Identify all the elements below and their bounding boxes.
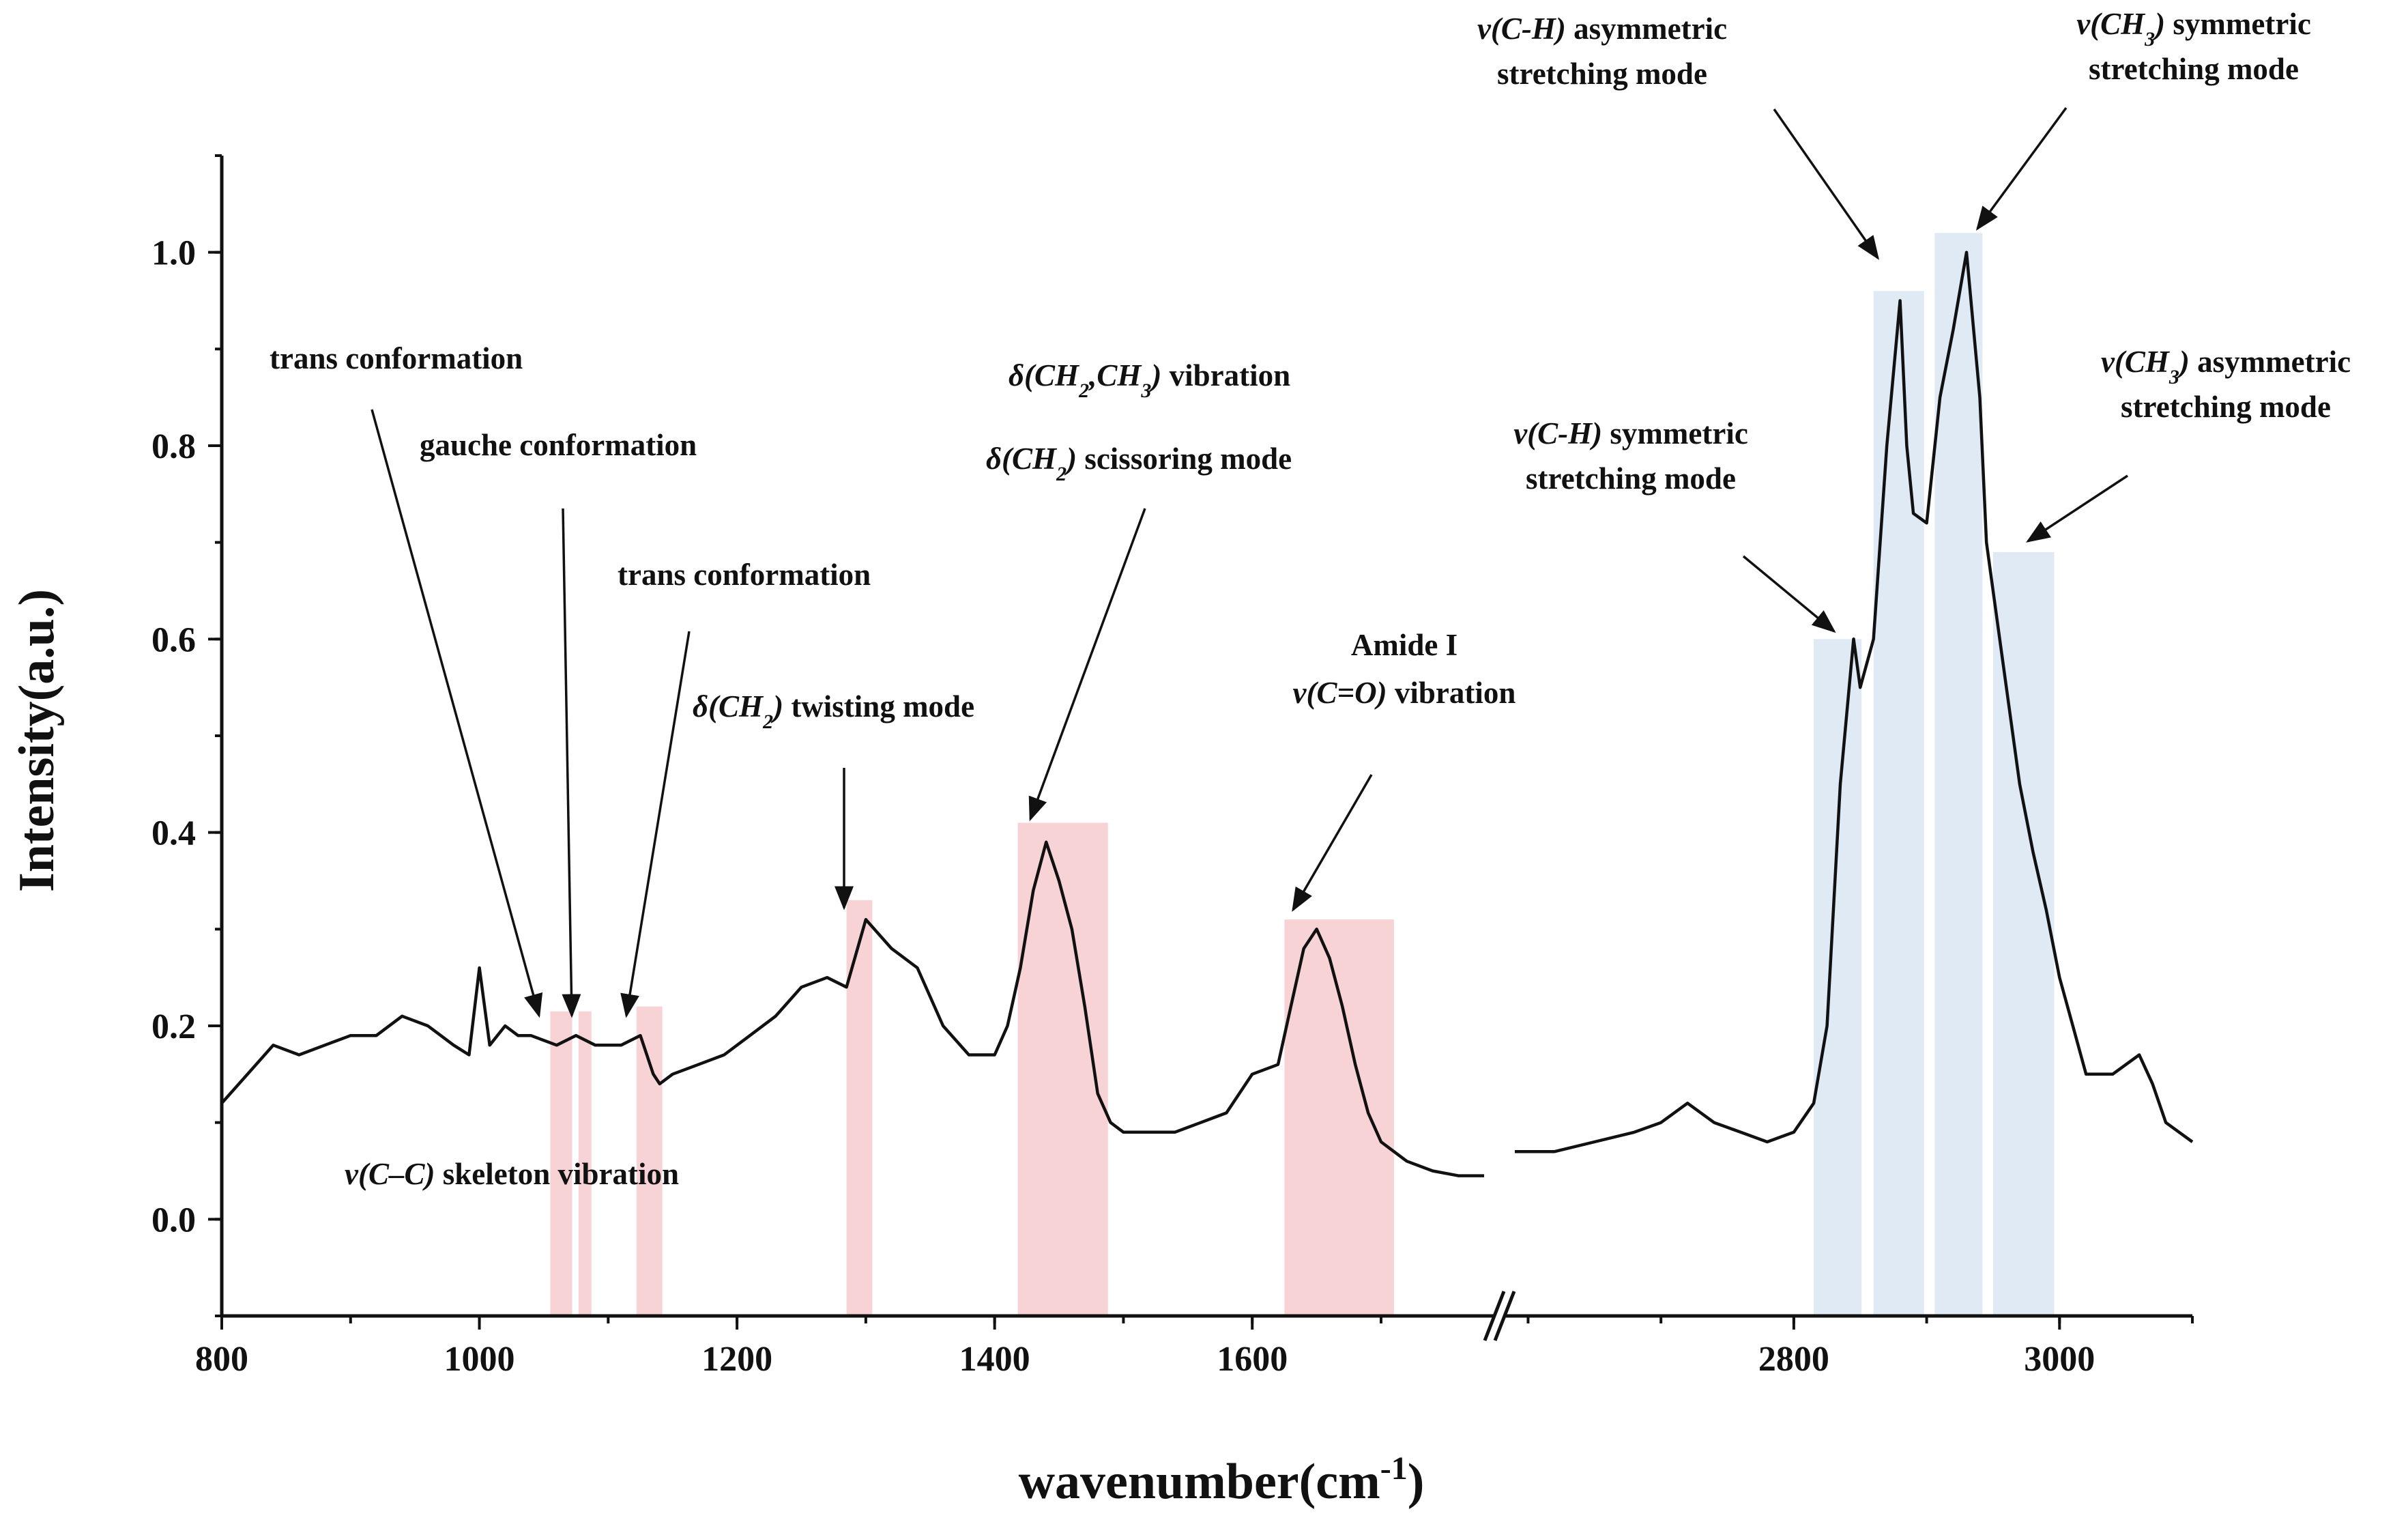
annotation-arrow	[620, 631, 691, 1018]
axis-break-mark-right	[1493, 1291, 1516, 1341]
annotation-text: δ(CH2) scissoring mode	[986, 442, 1292, 485]
annotation-text: stretching mode	[2121, 390, 2331, 424]
x-tick-label: 2800	[1758, 1340, 1829, 1379]
x-tick-label: 1000	[444, 1340, 515, 1379]
annotation-arrow	[1742, 555, 1836, 633]
annotation-text: δ(CH2) twisting mode	[693, 689, 974, 733]
highlight-band-2	[578, 1011, 592, 1316]
annotation-9: v(C-H) asymmetric stretching mode	[1477, 12, 1880, 260]
spectrum-line-segment-2	[1515, 250, 2194, 1153]
annotation-7: Amide I v(C=O) vibration	[1292, 628, 1516, 913]
x-tick-label: 1200	[701, 1340, 772, 1379]
x-axis-title: wavenumber(cm-1)	[1019, 1450, 1425, 1510]
highlight-band-1	[550, 1011, 572, 1316]
highlight-band-4	[846, 900, 873, 1316]
annotation-text: stretching mode	[2089, 52, 2299, 86]
highlight-band-9	[1934, 233, 1983, 1316]
annotation-2: gauche conformation	[420, 428, 697, 1018]
annotation-text: v(C=O) vibration	[1293, 676, 1516, 710]
spectrum-line-segment-1	[220, 840, 1484, 1177]
annotation-text: v(CH3) symmetric	[2076, 7, 2311, 51]
annotation-arrow	[1028, 508, 1146, 822]
highlight-band-7	[1814, 639, 1862, 1316]
annotation-text: v(C–C) skeleton vibration	[345, 1157, 679, 1191]
annotation-arrow	[1292, 774, 1373, 913]
tick-labels: 0.0 0.2 0.4 0.6 0.8 1.0 800 1000 1200 1400 1600 280…	[151, 154, 2194, 1379]
x-tick-label: 3000	[2024, 1340, 2095, 1379]
annotation-arrow	[1773, 108, 1880, 260]
y-tick-label: 0.8	[151, 427, 196, 466]
annotation-text: gauche conformation	[420, 428, 697, 462]
highlight-band-6	[1284, 919, 1394, 1316]
annotation-text: v(C-H) asymmetric	[1477, 12, 1727, 46]
annotation-text: stretching mode	[1526, 461, 1736, 496]
annotation-3: trans conformation	[618, 558, 871, 1018]
annotation-5: δ(CH2,CH3) vibration	[1009, 358, 1290, 402]
annotation-text: v(CH3) asymmetric	[2101, 345, 2351, 388]
annotation-arrow	[2026, 474, 2128, 543]
y-tick-label: 0.2	[151, 1007, 196, 1046]
annotation-arrow	[371, 409, 543, 1018]
spectrum-series	[220, 250, 2194, 1177]
y-axis-title: Intensity(a.u.)	[9, 589, 65, 892]
x-tick-label: 800	[195, 1340, 248, 1379]
annotation-arrow	[562, 508, 581, 1018]
highlight-bands	[550, 233, 2055, 1317]
annotation-1: trans conformation	[270, 341, 543, 1018]
annotation-arrow	[1975, 106, 2068, 231]
y-tick-label: 1.0	[151, 234, 196, 273]
y-tick-label: 0.0	[151, 1201, 196, 1239]
annotation-8: v(C–C) skeleton vibration	[345, 1157, 679, 1191]
highlight-band-8	[1873, 291, 1924, 1316]
highlight-band-10	[1992, 551, 2055, 1317]
annotation-text: trans conformation	[270, 341, 523, 375]
y-tick-label: 0.6	[151, 620, 196, 659]
annotation-4: δ(CH2) twisting mode	[693, 689, 974, 910]
annotations: trans conformation gauche conformation tra…	[270, 7, 2351, 1191]
annotation-text: stretching mode	[1497, 57, 1707, 91]
annotation-text: δ(CH2,CH3) vibration	[1009, 358, 1290, 402]
annotation-12: v(C-H) symmetric stretching mode	[1513, 416, 1836, 633]
x-tick-label: 1600	[1217, 1340, 1288, 1379]
annotation-text: v(C-H) symmetric	[1513, 416, 1748, 450]
axis-break-mark-left	[1483, 1291, 1506, 1341]
annotation-6: δ(CH2) scissoring mode	[986, 442, 1292, 822]
y-tick-label: 0.4	[151, 814, 196, 853]
annotation-text: trans conformation	[618, 558, 871, 592]
annotation-text: Amide I	[1351, 628, 1457, 662]
x-tick-label: 1400	[959, 1340, 1030, 1379]
